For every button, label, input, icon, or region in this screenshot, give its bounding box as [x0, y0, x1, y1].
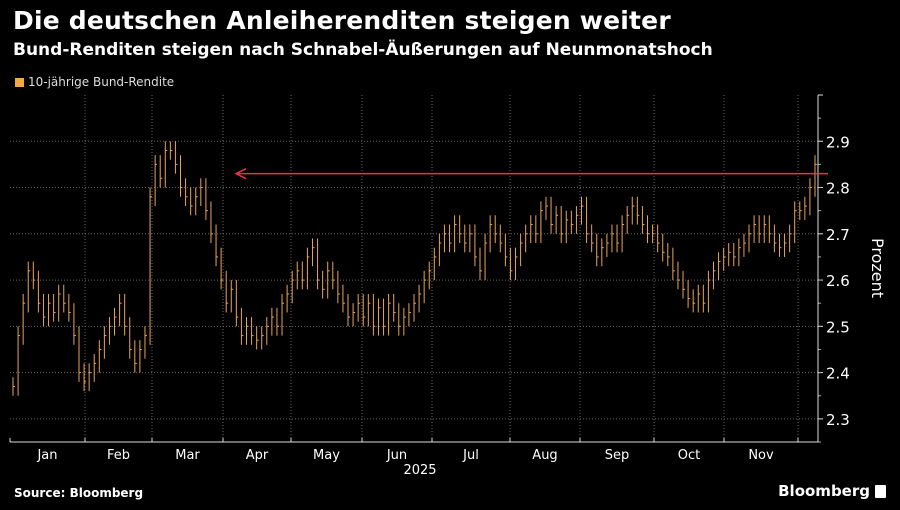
legend-label: 10-jährige Bund-Rendite	[28, 75, 175, 89]
year-label: 2025	[403, 463, 436, 478]
y-tick-label: 2.9	[826, 133, 850, 151]
y-tick-label: 2.4	[826, 365, 850, 383]
chart-subtitle: Bund-Renditen steigen nach Schnabel-Äuße…	[13, 40, 713, 60]
source-note: Source: Bloomberg	[14, 486, 144, 500]
legend-swatch	[15, 77, 24, 87]
x-tick-label: Oct	[678, 448, 700, 463]
legend: 10-jährige Bund-Rendite	[15, 75, 174, 89]
y-tick-label: 2.6	[826, 272, 850, 290]
x-tick-label: Jun	[386, 448, 407, 463]
x-tick-label: Apr	[246, 448, 269, 463]
chart: 2.3 2.4 2.5 2.6 2.7 2.8 2.9 Jan Feb Mar Apr May Jun J…	[9, 94, 887, 478]
x-tick-label: May	[313, 448, 340, 463]
y-tick-label: 2.8	[826, 180, 850, 198]
x-tick-label: Nov	[748, 448, 774, 463]
x-tick-label: Jul	[462, 448, 479, 463]
x-tick-label: Aug	[532, 448, 557, 463]
chart-logo-icon	[875, 484, 886, 498]
y-tick-label: 2.7	[826, 226, 850, 244]
grid	[10, 95, 818, 442]
y-axis-label: Prozent	[868, 238, 887, 298]
y-tick-label: 2.3	[826, 411, 850, 429]
chart-title: Die deutschen Anleiherenditen steigen we…	[13, 6, 671, 35]
axes: 2.3 2.4 2.5 2.6 2.7 2.8 2.9 Jan Feb Mar Apr May Jun J…	[9, 94, 850, 463]
brand-text: Bloomberg	[778, 482, 870, 500]
x-tick-label: Mar	[175, 448, 200, 463]
y-tick-label: 2.5	[826, 318, 850, 336]
x-tick-label: Jan	[36, 448, 57, 463]
annotation-arrowhead-icon	[234, 167, 247, 180]
x-tick-label: Feb	[107, 448, 130, 463]
x-tick-label: Sep	[605, 448, 630, 463]
series-bars	[12, 141, 817, 396]
bloomberg-logo: Bloomberg	[778, 482, 886, 500]
